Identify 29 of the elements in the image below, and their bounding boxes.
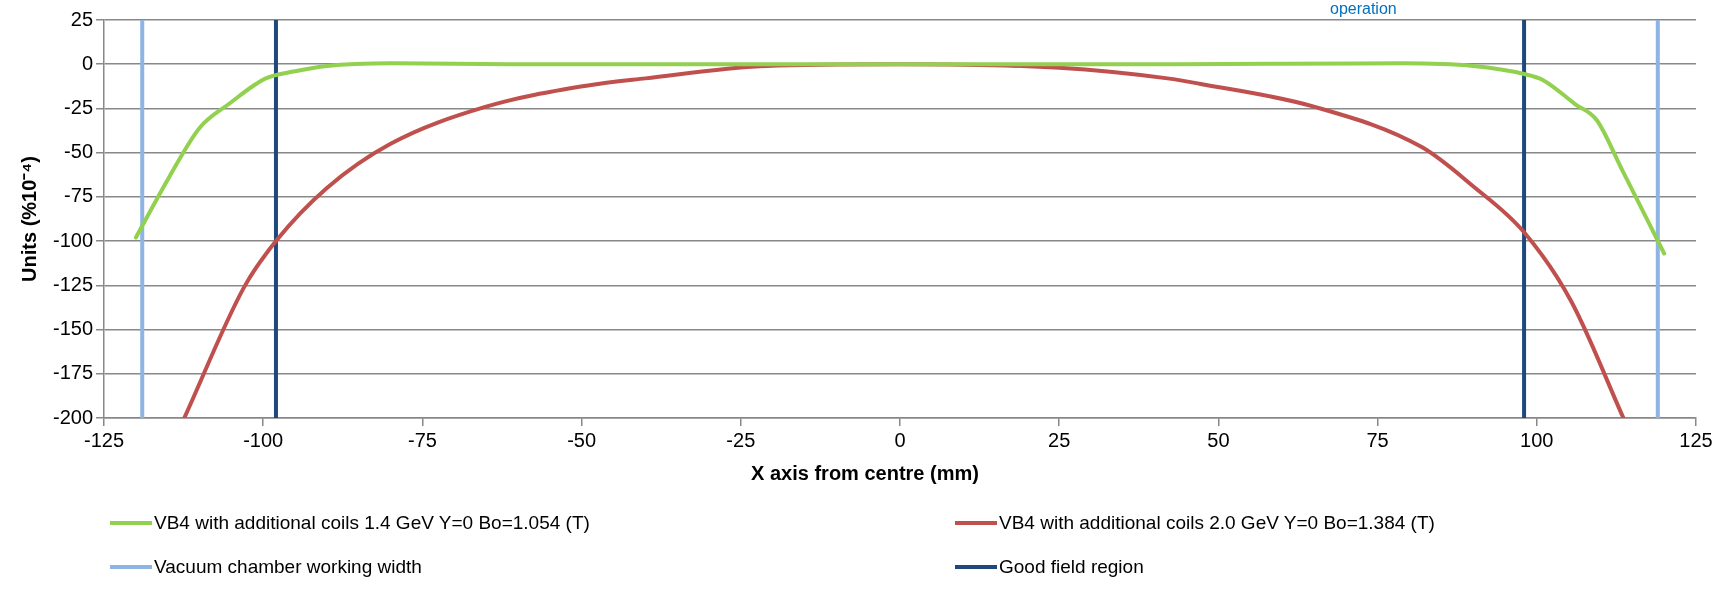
x-tick-label: -25 xyxy=(726,428,756,451)
legend-label: VB4 with additional coils 1.4 GeV Y=0 Bo=1.054 (T) xyxy=(154,512,590,534)
y-tick-label: 0 xyxy=(81,51,94,74)
y-tick-label: -200 xyxy=(53,405,94,428)
y-tick-label: -25 xyxy=(64,95,94,118)
x-tick-label: 75 xyxy=(1366,428,1389,451)
x-tick-label: -125 xyxy=(84,428,125,451)
x-tick-label: -50 xyxy=(567,428,597,451)
x-tick-label: 125 xyxy=(1679,428,1713,451)
y-tick-label: -50 xyxy=(64,140,94,163)
y-tick-label: -75 xyxy=(64,184,94,207)
legend-label: VB4 with additional coils 2.0 GeV Y=0 Bo=1.384 (T) xyxy=(999,512,1435,534)
y-tick-label: -150 xyxy=(53,317,94,340)
x-tick-label: -75 xyxy=(407,428,437,451)
y-tick-label: -100 xyxy=(53,228,94,251)
y-tick-label: -125 xyxy=(53,272,94,295)
y-axis-title: Units (%10⁻⁴) xyxy=(17,156,40,282)
legend-label: Good field region xyxy=(999,556,1144,578)
x-tick-label: 100 xyxy=(1520,428,1554,451)
x-tick-label: -100 xyxy=(243,428,284,451)
x-tick-label: 50 xyxy=(1207,428,1230,451)
text: operation xyxy=(1330,0,1397,18)
x-axis-title: X axis from centre (mm) xyxy=(750,462,980,485)
y-tick-label: -175 xyxy=(53,361,94,384)
x-tick-label: 25 xyxy=(1048,428,1071,451)
legend-label: Vacuum chamber working width xyxy=(154,556,422,578)
x-tick-label: 0 xyxy=(894,428,906,451)
y-tick-label: 25 xyxy=(70,7,94,30)
line-series xyxy=(133,61,1667,256)
